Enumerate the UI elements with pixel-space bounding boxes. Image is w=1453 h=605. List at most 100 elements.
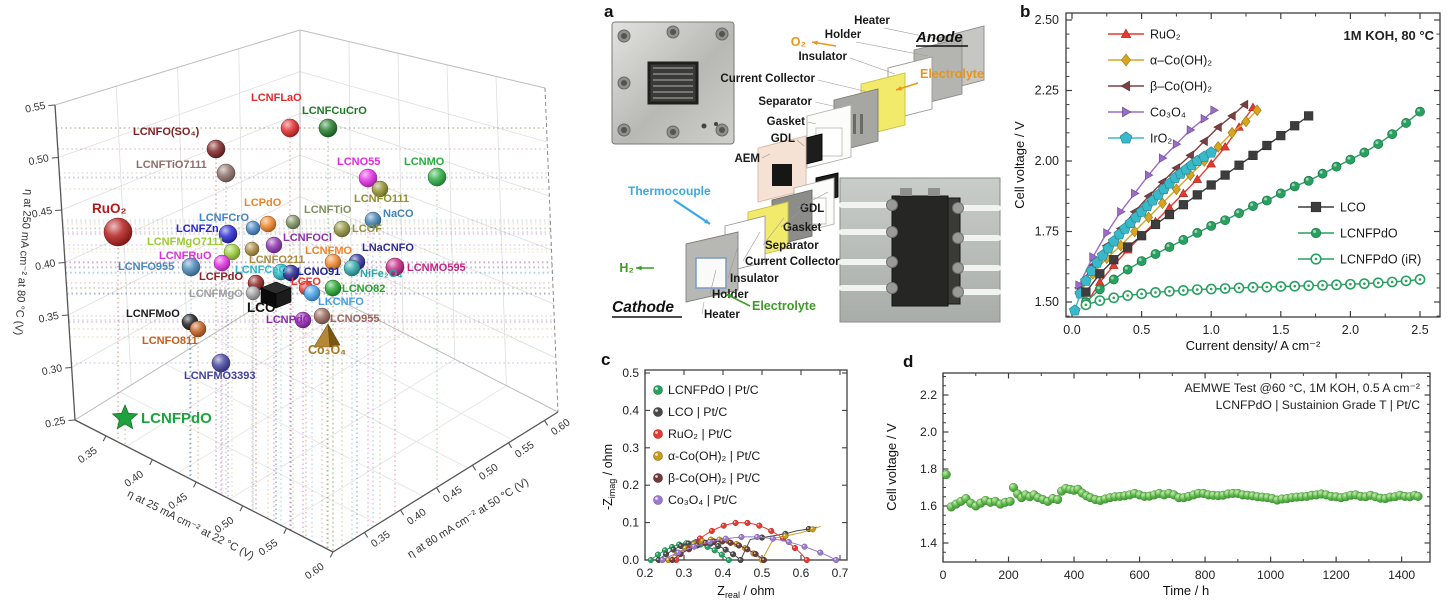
anode-layer-label: AEM	[734, 153, 760, 165]
svg-text:2.25: 2.25	[1035, 84, 1059, 98]
svg-text:0.25: 0.25	[44, 415, 67, 431]
point-label: LCFPdO	[199, 271, 243, 283]
electrolyte-anode-label: Electrolyte	[920, 67, 984, 81]
series-LCO	[1081, 111, 1314, 297]
svg-text:η at 25 mA cm⁻² at 22 °C (V): η at 25 mA cm⁻² at 22 °C (V)	[125, 488, 256, 562]
point-label: LCNMO	[404, 156, 445, 168]
sphere-marker	[385, 257, 405, 277]
anode-layer-label: Insulator	[798, 51, 847, 63]
series-LCNFPdO (iR)	[1080, 274, 1426, 311]
legend-item: α–Co(OH)₂	[1150, 54, 1212, 68]
sphere-marker	[318, 118, 338, 138]
panel-letter-d: d	[903, 352, 914, 371]
svg-text:0.30: 0.30	[41, 362, 64, 378]
b-xlabel: Current density/ A cm⁻²	[1186, 338, 1321, 353]
point-label: LCNO82	[342, 283, 385, 295]
sphere-marker	[259, 215, 277, 233]
chart-polarization: 1.50 1.75 2.00 2.25 2.50 0.0 0.5 1.0 1.5 2.0 2.5 Ce…	[1012, 12, 1441, 353]
svg-text:400: 400	[1064, 568, 1085, 582]
point-label: RuO₂	[92, 201, 127, 216]
legend-item: β-Co(OH)₂ | Pt/C	[668, 471, 760, 485]
point-label: LCNFCrO	[199, 212, 250, 224]
sphere-marker	[371, 180, 389, 198]
h2-label: H₂	[619, 261, 634, 275]
anode-layer-label: Heater	[854, 15, 890, 27]
svg-text:2.50: 2.50	[1035, 13, 1059, 27]
series-Co₃O₄	[1075, 105, 1219, 290]
svg-text:0.7: 0.7	[832, 566, 849, 580]
d-annotation-1: AEMWE Test @60 °C, 1M KOH, 0.5 A cm⁻²	[1185, 381, 1420, 395]
svg-text:1.50: 1.50	[1035, 295, 1059, 309]
point-label: LCNO55	[337, 156, 380, 168]
point-label: LCNFO811	[142, 335, 198, 347]
svg-text:0.3: 0.3	[676, 566, 693, 580]
d-annotation-2: LCNFPdO | Sustainion Grade T | Pt/C	[1216, 398, 1421, 412]
anode-layer-label: Current Collector	[720, 73, 815, 85]
point-label: Co₃O₄	[308, 343, 346, 357]
point-label: LCNFMgO7111	[147, 236, 224, 248]
svg-text:800: 800	[1195, 568, 1216, 582]
electrolyzer-diagram: Heater Holder Insulator Current Collector Se…	[611, 15, 1001, 323]
sphere-marker	[294, 311, 312, 329]
svg-text:0.4: 0.4	[715, 566, 732, 580]
series-IrO₂	[1068, 146, 1218, 316]
svg-text:0.60: 0.60	[549, 416, 573, 438]
cathode-layer-label: Heater	[704, 309, 740, 321]
thermocouple-label: Thermocouple	[628, 184, 711, 198]
exploded-stack	[685, 25, 985, 303]
svg-text:0.6: 0.6	[793, 566, 810, 580]
point-label: LCNFZn	[176, 223, 219, 235]
sphere-marker	[245, 285, 261, 301]
svg-text:0.2: 0.2	[622, 478, 639, 492]
svg-text:0.40: 0.40	[405, 506, 429, 528]
svg-text:1.75: 1.75	[1035, 225, 1059, 239]
point-label: LCNFO955	[118, 261, 174, 273]
sphere-marker	[280, 118, 300, 138]
legend-item: LCNFPdO (iR)	[1340, 253, 1421, 267]
sphere-marker	[103, 217, 133, 247]
svg-text:0.35: 0.35	[37, 310, 60, 326]
data-points	[103, 118, 447, 430]
legend-item: Co₃O₄ | Pt/C	[668, 493, 737, 507]
legend-item: LCNFPdO	[1340, 227, 1398, 241]
point-label: LCPdO	[244, 197, 282, 209]
panel-letter-b: b	[1020, 2, 1031, 21]
anode-layer-label: GDL	[771, 133, 795, 145]
sphere-marker	[245, 220, 261, 236]
point-label: LCOF	[352, 223, 382, 235]
sphere-marker	[265, 236, 283, 254]
sphere-marker	[206, 139, 226, 159]
svg-text:0.45: 0.45	[441, 484, 465, 506]
svg-text:0.60: 0.60	[303, 561, 327, 583]
svg-text:1000: 1000	[1257, 568, 1284, 582]
sphere-marker	[285, 214, 301, 230]
point-label: LCNFO(SO₄)	[133, 126, 200, 138]
svg-text:0.50: 0.50	[477, 461, 501, 483]
svg-text:0.2: 0.2	[637, 566, 654, 580]
svg-text:0.0: 0.0	[1063, 323, 1080, 337]
sphere-marker	[324, 253, 342, 271]
svg-text:1.8: 1.8	[920, 462, 937, 476]
svg-text:0.50: 0.50	[27, 152, 50, 168]
sphere-marker	[213, 254, 231, 272]
legend-item: IrO₂	[1150, 132, 1172, 146]
legend-item: α-Co(OH)₂ | Pt/C	[668, 449, 760, 463]
point-label: LCNFTiO	[304, 204, 352, 216]
series-Co₃O₄ | Pt/C	[659, 533, 840, 564]
c-ylabel: -Zimag / ohm	[601, 444, 617, 510]
point-label: LCFO	[291, 276, 321, 288]
sphere-marker	[324, 279, 342, 297]
svg-text:1200: 1200	[1323, 568, 1350, 582]
svg-text:0.5: 0.5	[1133, 323, 1150, 337]
d-ylabel: Cell voltage / V	[884, 423, 899, 511]
svg-text:0.55: 0.55	[513, 439, 537, 461]
svg-text:1.6: 1.6	[920, 499, 937, 513]
assembled-cell-photo	[839, 177, 1001, 323]
svg-text:1400: 1400	[1388, 568, 1415, 582]
o2-label: O₂	[791, 35, 806, 49]
electrolyte-cathode-label: Electrolyte	[752, 299, 816, 313]
svg-text:0.0: 0.0	[622, 553, 639, 567]
3d-box: 0.55 0.50 0.45 0.40 0.35 0.30 0.25 η at 250 mA …	[12, 29, 573, 583]
svg-text:0.35: 0.35	[369, 528, 393, 550]
flow-plate-photo	[611, 21, 735, 145]
